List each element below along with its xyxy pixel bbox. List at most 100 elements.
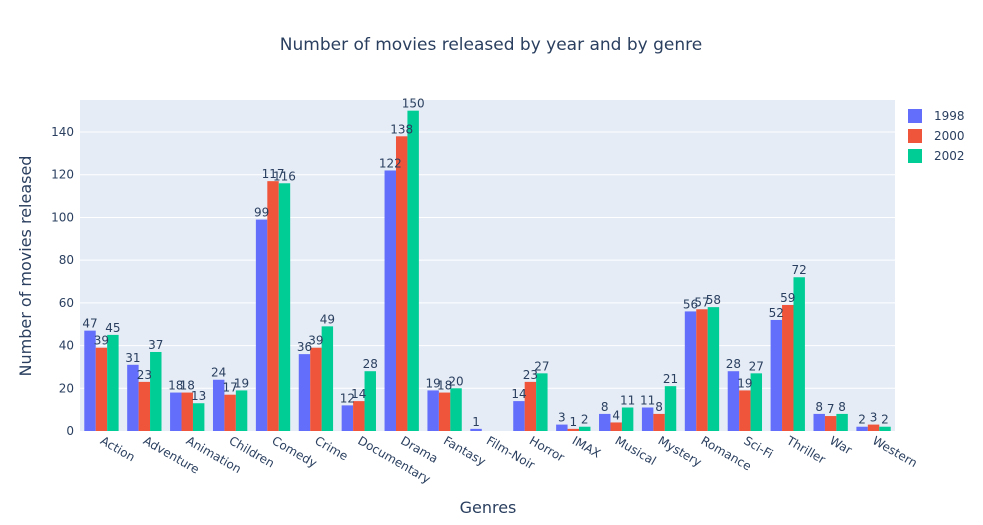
legend-item[interactable]: 2000 (908, 129, 965, 143)
bar[interactable] (224, 394, 236, 431)
x-tick-label: Thriller (783, 433, 827, 467)
bar-labels: 4739453123371818132417199911711636394912… (82, 97, 888, 429)
x-tick-label: Musical (613, 433, 659, 468)
bar[interactable] (95, 347, 108, 431)
bar[interactable] (824, 416, 837, 431)
bar[interactable] (621, 407, 634, 431)
bar-value-label: 12 (340, 391, 355, 405)
bar[interactable] (84, 330, 96, 431)
y-tick-label: 0 (66, 424, 74, 438)
bar[interactable] (235, 390, 248, 431)
legend-item[interactable]: 2002 (908, 149, 965, 163)
bar-value-label: 36 (297, 340, 312, 354)
bar[interactable] (192, 403, 205, 431)
bar[interactable] (353, 401, 365, 431)
bar-value-label: 8 (838, 400, 846, 414)
bar[interactable] (556, 424, 568, 431)
bar[interactable] (181, 392, 193, 431)
bar[interactable] (170, 392, 182, 431)
y-axis-title: Number of movies released (16, 156, 35, 377)
bar-value-label: 150 (402, 97, 425, 111)
bar[interactable] (641, 407, 654, 431)
bar[interactable] (341, 405, 354, 431)
bar[interactable] (438, 392, 451, 431)
bar[interactable] (707, 307, 720, 431)
bar[interactable] (267, 181, 279, 431)
bar-value-label: 11 (640, 394, 655, 408)
legend-swatch (908, 129, 922, 143)
bar[interactable] (696, 309, 708, 431)
x-tick-label: IMAX (570, 433, 603, 460)
legend[interactable]: 1998 2000 2002 (908, 109, 965, 163)
bar[interactable] (470, 428, 482, 431)
bar[interactable] (813, 413, 825, 431)
bar-value-label: 117 (262, 167, 285, 181)
bar[interactable] (599, 413, 611, 431)
bar-value-label: 37 (148, 338, 163, 352)
bar[interactable] (610, 422, 622, 431)
legend-label: 2000 (934, 129, 965, 143)
bar-value-label: 7 (827, 402, 835, 416)
bar[interactable] (138, 381, 151, 431)
bar[interactable] (856, 426, 868, 431)
bar[interactable] (298, 354, 311, 431)
bar[interactable] (150, 351, 162, 431)
legend-label: 2002 (934, 149, 965, 163)
bar-value-label: 47 (82, 317, 97, 331)
bar-value-label: 13 (191, 389, 206, 403)
bar[interactable] (684, 311, 697, 431)
x-axis-title: Genres (460, 498, 517, 517)
bar-value-label: 39 (94, 334, 109, 348)
bar-value-label: 49 (320, 312, 335, 326)
bar-value-label: 23 (137, 368, 152, 382)
bar[interactable] (536, 373, 548, 431)
bar[interactable] (364, 371, 376, 431)
bar-value-label: 56 (683, 297, 698, 311)
bar[interactable] (310, 347, 322, 431)
bar[interactable] (450, 388, 462, 431)
bar[interactable] (770, 319, 783, 431)
y-axis-ticks: 0 20 40 60 80 100 120 140 (51, 125, 74, 438)
bar[interactable] (836, 413, 848, 431)
bar-value-label: 1 (472, 415, 480, 429)
bar[interactable] (255, 219, 268, 431)
bar[interactable] (567, 428, 580, 431)
bar[interactable] (107, 334, 119, 431)
bar[interactable] (212, 379, 225, 431)
bar[interactable] (739, 390, 751, 431)
bar-value-label: 23 (523, 368, 538, 382)
bar[interactable] (653, 413, 665, 431)
y-tick-label: 80 (59, 253, 74, 267)
bar[interactable] (407, 110, 419, 431)
y-tick-label: 60 (59, 296, 74, 310)
bar-value-label: 2 (858, 413, 866, 427)
bar-value-label: 116 (273, 169, 296, 183)
bar-value-label: 20 (448, 374, 463, 388)
legend-item[interactable]: 1998 (908, 109, 965, 123)
x-tick-label: Mystery (656, 433, 704, 469)
bar[interactable] (395, 136, 408, 431)
x-axis-ticks: Action AdventureAnimationChildrenComedyCr… (98, 433, 920, 486)
bar[interactable] (127, 364, 139, 431)
bar[interactable] (782, 305, 794, 431)
bar[interactable] (867, 424, 880, 431)
bar[interactable] (321, 326, 334, 431)
bar[interactable] (879, 426, 891, 431)
bar-value-label: 72 (792, 263, 807, 277)
bar[interactable] (750, 373, 763, 431)
bar-value-label: 19 (426, 376, 441, 390)
bar[interactable] (427, 390, 439, 431)
bar-value-label: 52 (769, 306, 784, 320)
bar[interactable] (278, 183, 291, 431)
bar[interactable] (664, 386, 677, 431)
bar[interactable] (579, 426, 591, 431)
bar-value-label: 3 (558, 411, 566, 425)
bar[interactable] (524, 381, 537, 431)
bar[interactable] (793, 277, 805, 431)
bar-value-label: 58 (706, 293, 721, 307)
bar[interactable] (727, 371, 740, 431)
y-tick-label: 120 (51, 168, 74, 182)
bar[interactable] (513, 401, 525, 431)
bar[interactable] (384, 170, 396, 432)
